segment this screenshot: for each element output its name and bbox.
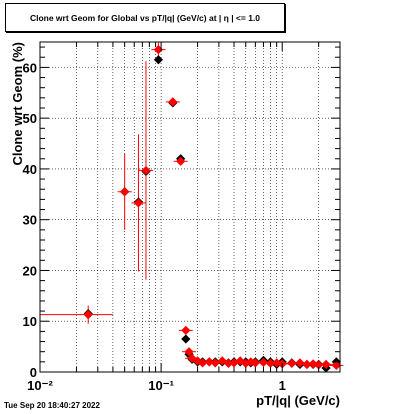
series-red-point (229, 358, 239, 368)
series-red-point (204, 357, 214, 367)
series-red-point (120, 187, 130, 197)
series-red-point (287, 358, 297, 368)
series-red-point (176, 156, 186, 166)
series-black-point (153, 55, 164, 65)
error-bars-layer (40, 42, 344, 368)
series-red-point (321, 359, 331, 369)
y-tick-label: 0 (30, 365, 37, 380)
y-tick-label: 50 (23, 111, 37, 126)
ticks-layer (39, 42, 341, 373)
grid-layer (40, 42, 340, 372)
series-red-point (223, 358, 234, 368)
series-red-point (265, 358, 276, 368)
series-red-point (295, 358, 305, 368)
series-red-point (141, 165, 151, 176)
markers-layer (83, 45, 341, 373)
x-tick-label: 10⁻¹ (148, 378, 174, 393)
x-axis-label: pT/|q| (GeV/c) (256, 393, 340, 408)
series-red-point (250, 358, 260, 368)
timestamp: Tue Sep 20 18:40:27 2022 (4, 401, 100, 410)
y-tick-label: 30 (23, 213, 37, 228)
chart-title: Clone wrt Geom for Global vs pT/|q| (GeV… (5, 3, 285, 32)
y-tick-label: 20 (23, 263, 37, 278)
series-red-point (331, 360, 341, 370)
series-red-point (83, 310, 93, 320)
x-tick-label: 1 (279, 378, 286, 393)
series-red-point (241, 358, 251, 368)
series-red-point (181, 325, 191, 335)
series-red-point (246, 357, 256, 367)
series-red-point (187, 353, 197, 363)
y-tick-label: 40 (23, 162, 37, 177)
x-tick-label: 10⁻² (27, 378, 53, 393)
series-red-point (133, 198, 144, 208)
y-tick-label: 60 (23, 60, 37, 75)
series-red-point (272, 358, 282, 368)
y-axis-label: Clone wrt Geom (%) (10, 42, 25, 166)
series-red-point (314, 360, 324, 370)
series-red-point (210, 358, 220, 368)
plot-frame (39, 41, 341, 373)
series-red-point (302, 359, 312, 369)
y-tick-label: 10 (23, 314, 37, 329)
series-red-point (258, 357, 269, 367)
series-red-point (197, 358, 208, 368)
series-red-point (184, 347, 194, 357)
series-black-point (181, 334, 191, 344)
series-red-point (168, 97, 178, 107)
